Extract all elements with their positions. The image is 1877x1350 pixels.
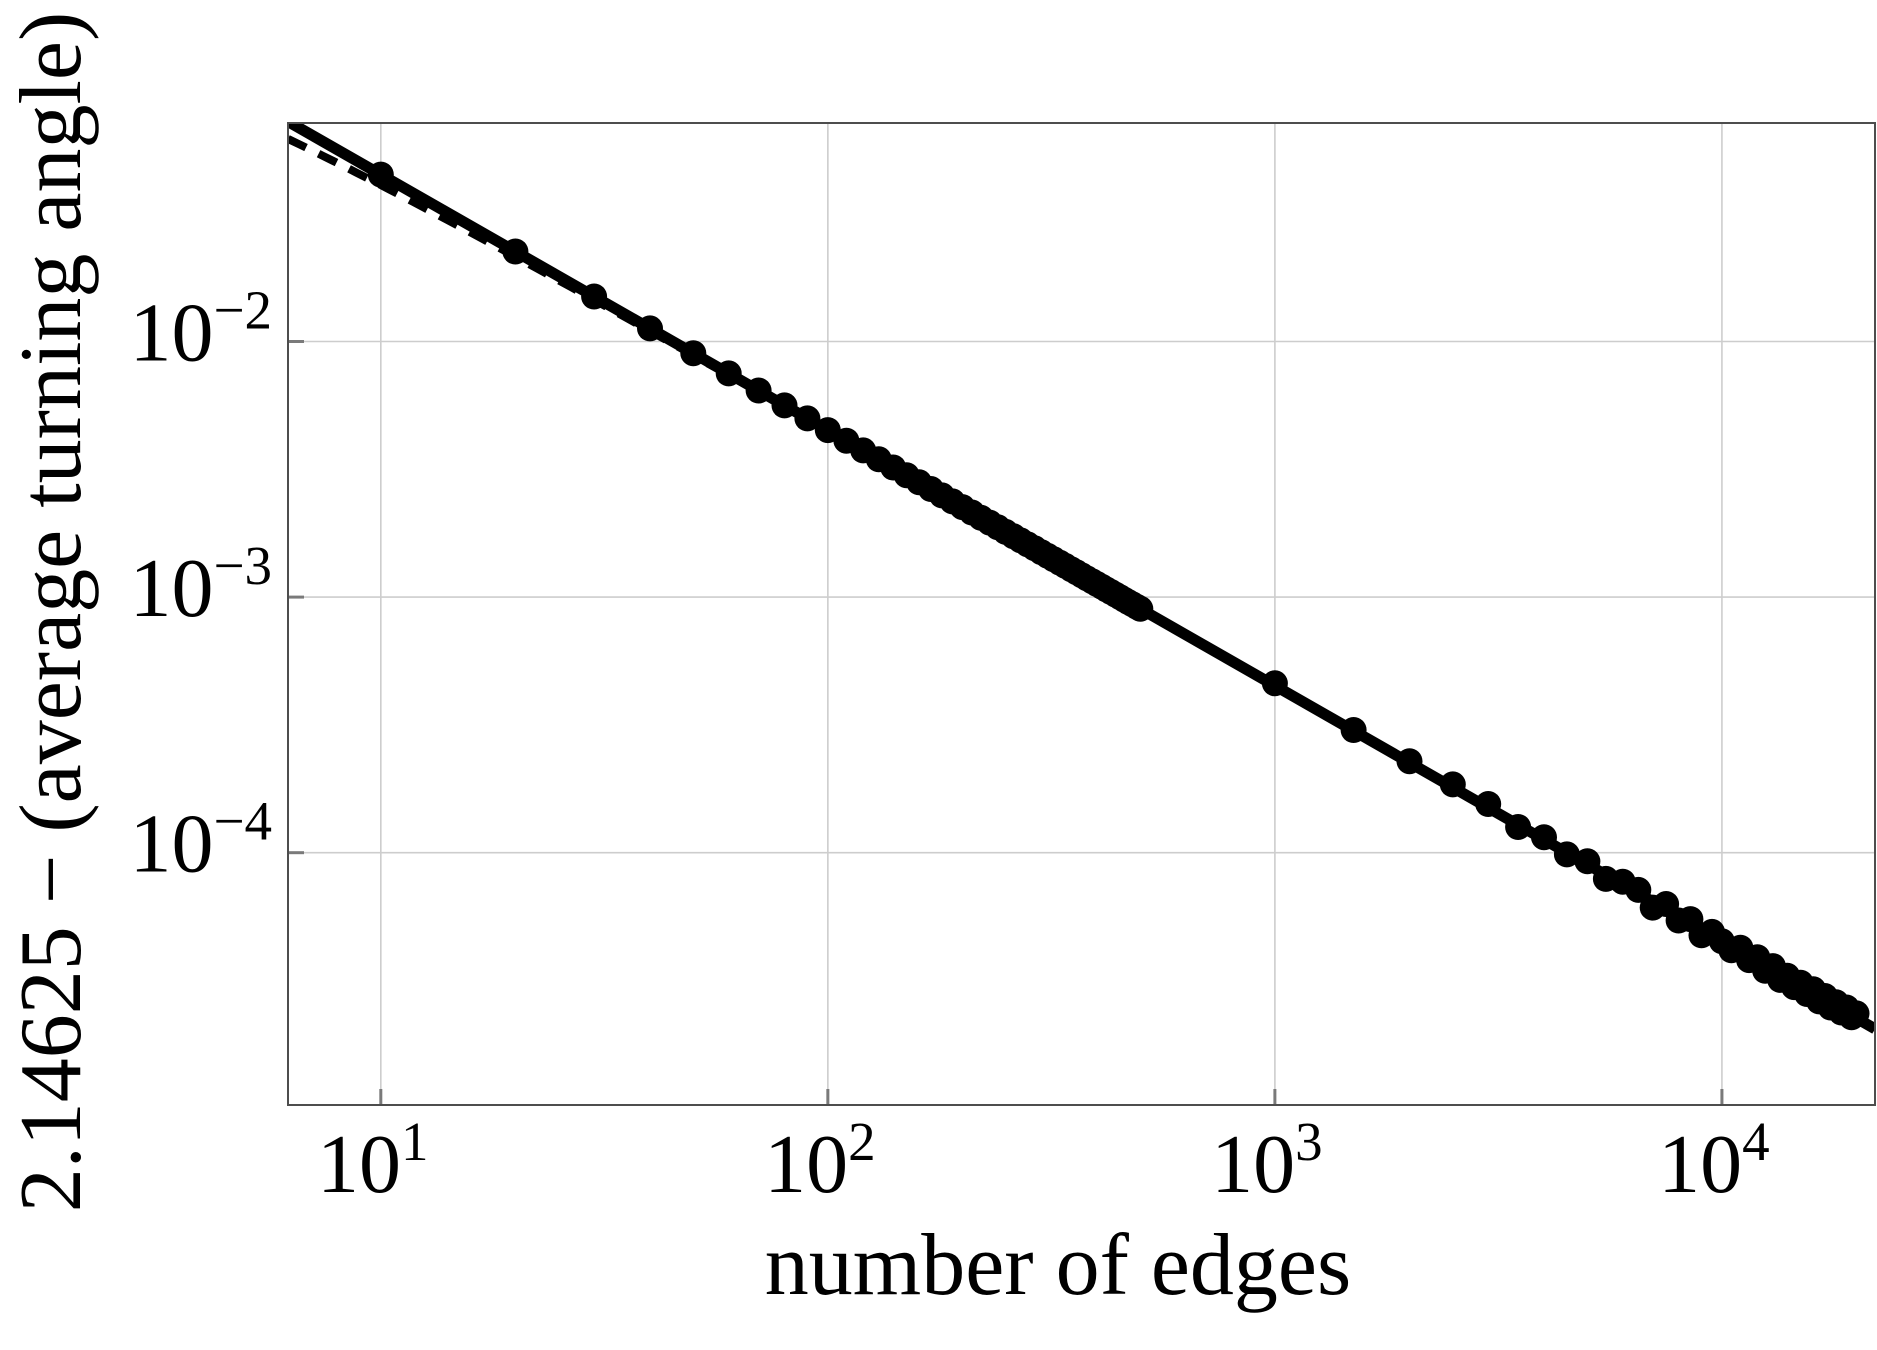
data-point: [1439, 771, 1466, 798]
data-point: [1127, 595, 1154, 622]
y-tick-label: 10−2: [129, 280, 272, 380]
x-axis-label: number of edges: [764, 1217, 1352, 1314]
data-point: [1396, 748, 1423, 775]
data-point: [367, 161, 394, 188]
plot-frame: [287, 122, 1876, 1106]
data-point: [1340, 717, 1367, 743]
y-tick-label: 10−3: [129, 535, 272, 635]
data-point: [794, 405, 821, 432]
data-point: [715, 360, 742, 387]
data-point: [1531, 824, 1557, 851]
x-tick-label: 103: [1211, 1111, 1323, 1211]
x-tick-label: 102: [764, 1111, 876, 1211]
data-point: [637, 315, 663, 342]
data-point: [502, 238, 529, 265]
data-point: [771, 392, 798, 419]
data-point: [1505, 814, 1532, 840]
x-tick-label: 101: [317, 1111, 429, 1211]
data-point: [1475, 791, 1502, 817]
y-axis-label: 2.14625 − (average turning angle): [3, 11, 100, 1213]
data-point: [1261, 670, 1288, 697]
data-point: [680, 340, 707, 367]
data-point: [1574, 848, 1601, 875]
x-tick-label: 104: [1658, 1111, 1770, 1211]
data-point: [745, 377, 772, 404]
data-point: [581, 283, 608, 310]
data-point: [1843, 1000, 1870, 1027]
y-tick-label: 10−4: [129, 791, 272, 891]
data-point: [1625, 876, 1652, 903]
data-point: [1553, 841, 1580, 868]
